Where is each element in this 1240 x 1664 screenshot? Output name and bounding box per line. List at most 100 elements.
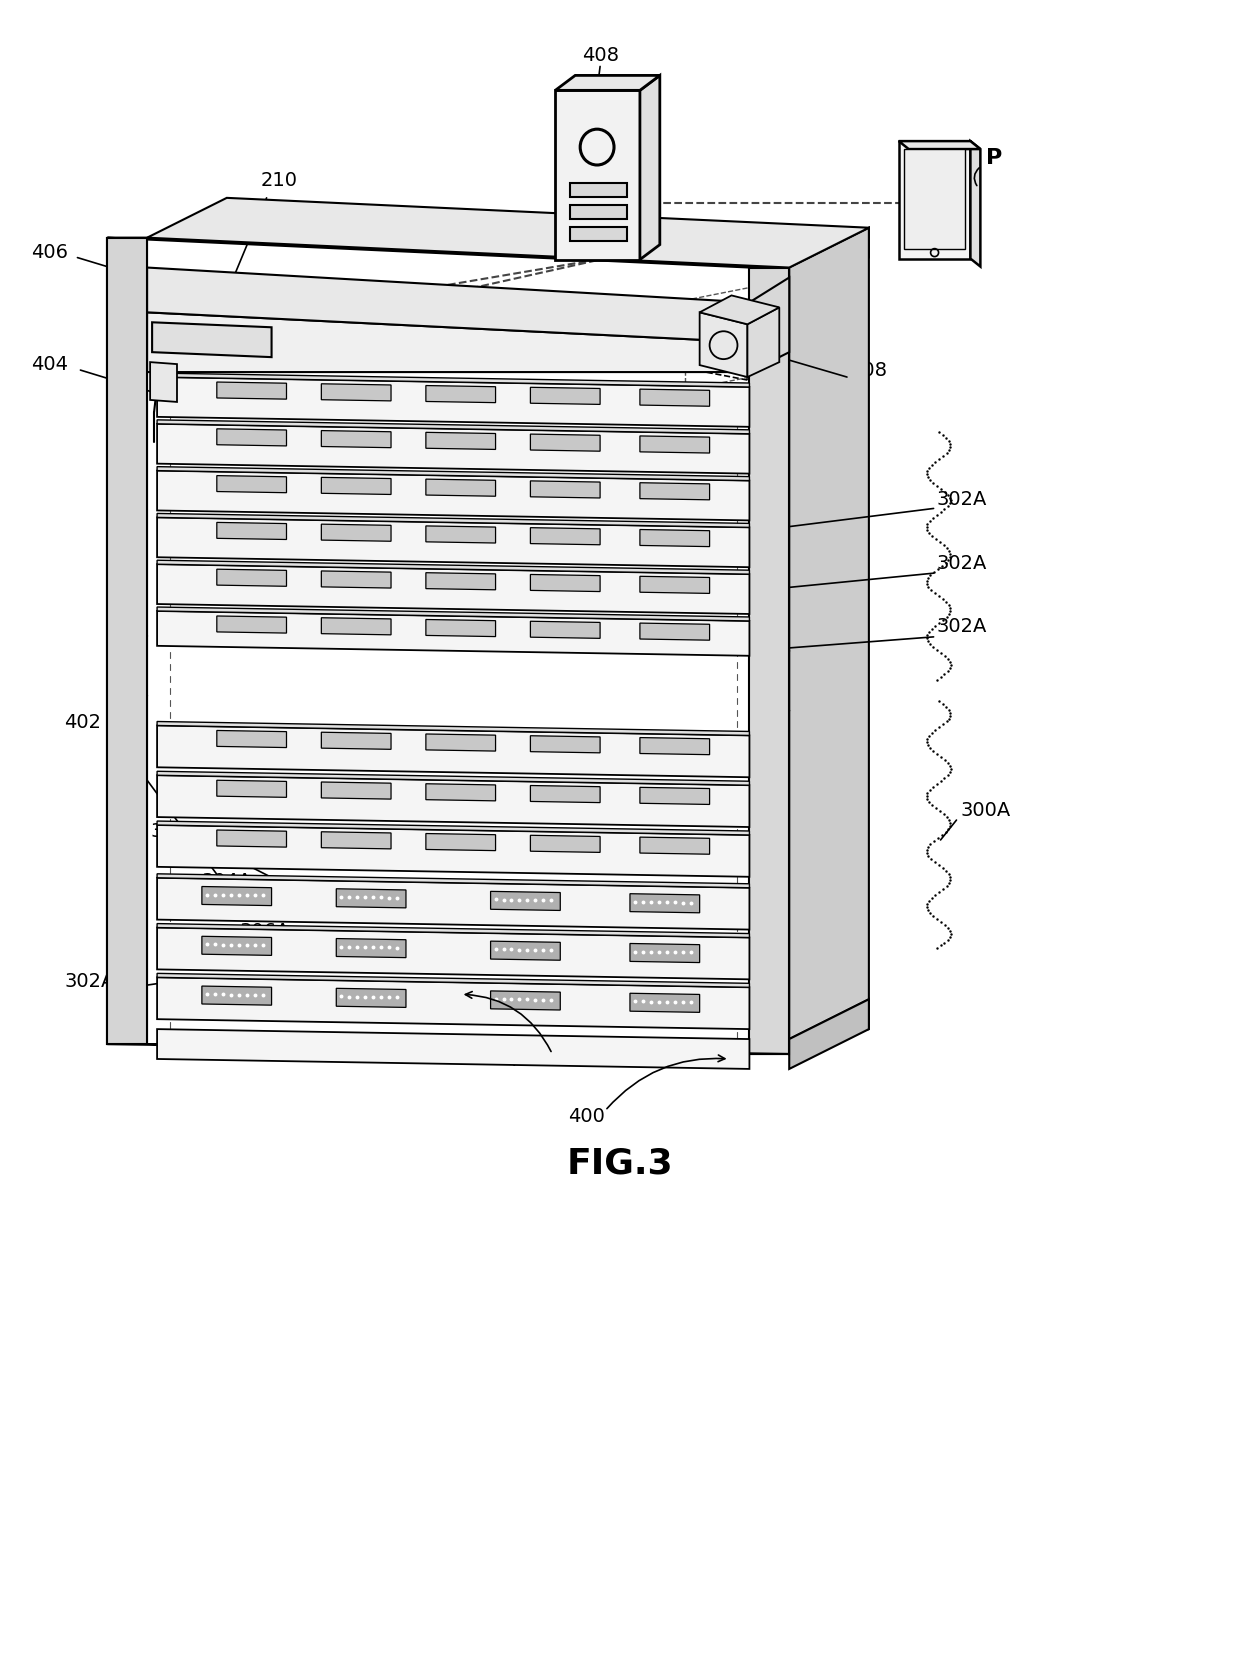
Text: 302A: 302A	[936, 617, 987, 636]
Polygon shape	[321, 384, 391, 401]
Polygon shape	[217, 616, 286, 632]
Text: 408: 408	[582, 47, 619, 65]
FancyArrowPatch shape	[975, 168, 980, 186]
Polygon shape	[531, 735, 600, 752]
Polygon shape	[150, 363, 177, 403]
Polygon shape	[157, 607, 749, 621]
Polygon shape	[108, 1043, 789, 1053]
Polygon shape	[789, 228, 869, 1038]
Polygon shape	[217, 476, 286, 493]
Polygon shape	[321, 524, 391, 541]
Polygon shape	[153, 323, 272, 358]
Text: 304A: 304A	[202, 872, 252, 892]
Text: 302A: 302A	[936, 554, 987, 572]
Polygon shape	[425, 834, 496, 850]
Polygon shape	[425, 386, 496, 403]
Polygon shape	[749, 268, 789, 1053]
Polygon shape	[157, 611, 749, 656]
Polygon shape	[157, 518, 749, 567]
Polygon shape	[425, 479, 496, 496]
Polygon shape	[321, 732, 391, 749]
Polygon shape	[640, 75, 660, 260]
Polygon shape	[148, 268, 749, 343]
Polygon shape	[491, 892, 560, 910]
Polygon shape	[157, 564, 749, 614]
Polygon shape	[108, 238, 789, 268]
Polygon shape	[971, 141, 981, 266]
Polygon shape	[321, 478, 391, 494]
Polygon shape	[321, 617, 391, 636]
Polygon shape	[157, 514, 749, 527]
Polygon shape	[157, 927, 749, 980]
FancyArrowPatch shape	[465, 992, 551, 1052]
Polygon shape	[217, 522, 286, 539]
Polygon shape	[202, 937, 272, 955]
FancyArrowPatch shape	[606, 1055, 725, 1108]
Polygon shape	[157, 373, 749, 388]
Polygon shape	[425, 526, 496, 542]
Polygon shape	[640, 389, 709, 406]
Polygon shape	[789, 1000, 869, 1053]
Text: 400: 400	[568, 1107, 605, 1127]
Polygon shape	[157, 471, 749, 521]
Polygon shape	[789, 1000, 869, 1068]
Text: 306A: 306A	[239, 922, 290, 942]
Polygon shape	[630, 894, 699, 914]
Polygon shape	[748, 308, 779, 378]
Polygon shape	[157, 466, 749, 481]
Polygon shape	[157, 722, 749, 735]
Polygon shape	[336, 988, 405, 1007]
Text: 210: 210	[262, 171, 298, 190]
Polygon shape	[749, 278, 789, 373]
Polygon shape	[531, 434, 600, 451]
Polygon shape	[157, 775, 749, 827]
Polygon shape	[640, 622, 709, 641]
Polygon shape	[202, 987, 272, 1005]
Polygon shape	[157, 1028, 749, 1068]
Polygon shape	[531, 388, 600, 404]
Text: P: P	[986, 148, 1003, 168]
Polygon shape	[699, 313, 748, 378]
Polygon shape	[217, 429, 286, 446]
Text: 306A: 306A	[150, 822, 201, 842]
Polygon shape	[157, 419, 749, 434]
Text: 302A: 302A	[936, 489, 987, 509]
Polygon shape	[531, 574, 600, 592]
Text: 300A: 300A	[961, 800, 1011, 820]
Polygon shape	[699, 296, 779, 324]
Polygon shape	[157, 924, 749, 937]
Polygon shape	[157, 977, 749, 1028]
Polygon shape	[570, 183, 627, 196]
Polygon shape	[157, 973, 749, 987]
Polygon shape	[899, 141, 971, 258]
Polygon shape	[336, 889, 405, 909]
Polygon shape	[630, 943, 699, 962]
Text: FIG.3: FIG.3	[567, 1146, 673, 1180]
Polygon shape	[157, 772, 749, 785]
Text: 404: 404	[31, 354, 68, 374]
Polygon shape	[157, 879, 749, 930]
Polygon shape	[570, 205, 627, 218]
Polygon shape	[157, 825, 749, 877]
Polygon shape	[148, 313, 749, 373]
Polygon shape	[217, 780, 286, 797]
Polygon shape	[531, 621, 600, 639]
Polygon shape	[640, 787, 709, 804]
Polygon shape	[630, 993, 699, 1012]
Polygon shape	[556, 90, 640, 260]
Text: 406: 406	[31, 243, 68, 263]
Polygon shape	[425, 784, 496, 800]
Polygon shape	[321, 782, 391, 799]
Polygon shape	[321, 832, 391, 849]
Polygon shape	[789, 228, 869, 298]
Polygon shape	[531, 527, 600, 544]
Polygon shape	[157, 378, 749, 428]
Polygon shape	[148, 198, 869, 268]
Text: 302A: 302A	[64, 972, 115, 990]
Polygon shape	[904, 150, 966, 248]
Polygon shape	[108, 238, 148, 1043]
Polygon shape	[531, 785, 600, 802]
Polygon shape	[531, 835, 600, 852]
Polygon shape	[321, 431, 391, 448]
Polygon shape	[217, 830, 286, 847]
